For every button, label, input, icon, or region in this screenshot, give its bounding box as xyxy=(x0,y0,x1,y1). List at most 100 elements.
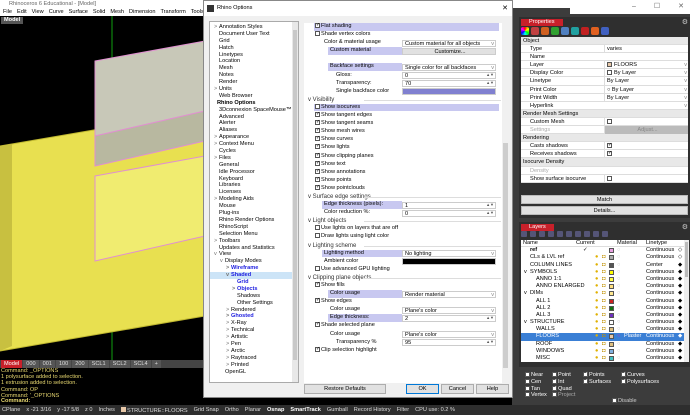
chevron-down-icon[interactable]: v xyxy=(524,290,527,297)
property-value[interactable]: ✓ xyxy=(604,142,688,151)
lock-icon[interactable]: ◘ xyxy=(602,355,606,361)
osnap-option[interactable]: ✓Quad xyxy=(552,385,572,392)
tree-item[interactable]: > Ghosted xyxy=(210,313,298,320)
material-icon[interactable]: ○ xyxy=(617,319,621,326)
menu-tools[interactable]: Tools xyxy=(190,9,204,15)
move-parent-icon[interactable] xyxy=(566,231,572,237)
tree-item[interactable]: v View xyxy=(210,251,298,258)
property-value[interactable] xyxy=(604,117,688,127)
delete-icon[interactable] xyxy=(539,231,545,237)
lightbulb-icon[interactable]: ● xyxy=(595,333,599,340)
layer-row[interactable]: v SYMBOLS ● ◘ ○ Continuous ◆ xyxy=(521,269,684,276)
tree-item[interactable]: > Context Menu xyxy=(210,141,298,148)
material-icon[interactable]: ○ xyxy=(617,268,621,275)
section-header[interactable]: v Surface edge settings xyxy=(304,193,509,201)
tree-item[interactable]: Notes xyxy=(210,72,298,79)
tree-item[interactable]: Web Browser xyxy=(210,93,298,100)
chevron-down-icon[interactable]: v xyxy=(524,319,527,326)
tree-item[interactable]: Linetypes xyxy=(210,52,298,59)
property-value[interactable]: Adjust... xyxy=(604,126,688,135)
tree-item[interactable]: Document User Text xyxy=(210,31,298,38)
print-color-icon[interactable]: ◆ xyxy=(678,333,683,340)
material-icon[interactable]: ○ xyxy=(617,311,621,318)
checkbox-checked[interactable]: ✓ xyxy=(315,127,321,134)
lock-icon[interactable]: ◘ xyxy=(602,347,606,354)
checkbox-unchecked[interactable] xyxy=(525,378,530,384)
material-icon[interactable]: ○ xyxy=(617,333,621,340)
checkbox-checked[interactable]: ✓ xyxy=(315,111,321,118)
menu-surface[interactable]: Surface xyxy=(68,9,88,15)
checkbox-checked[interactable]: ✓ xyxy=(315,151,321,158)
dropdown[interactable]: Single color for all backfaces v xyxy=(402,63,496,71)
new-layer-icon[interactable] xyxy=(521,231,527,237)
layer-row[interactable]: CLs & LVL ref ● ◘ ○ Continuous ◇ xyxy=(521,254,684,261)
osnap-option[interactable]: ✓Int xyxy=(552,377,564,385)
tree-item[interactable]: Idle Processor xyxy=(210,169,298,176)
checkbox-checked[interactable]: ✓ xyxy=(552,377,558,384)
match-button[interactable]: Match xyxy=(521,195,688,204)
lock-icon[interactable]: ◘ xyxy=(602,319,606,326)
settings-scrollbar[interactable] xyxy=(502,23,509,383)
print-color-icon[interactable]: ◆ xyxy=(678,261,683,268)
material-icon[interactable]: ○ xyxy=(617,297,621,304)
checkbox-checked[interactable]: ✓ xyxy=(315,183,321,190)
print-color-icon[interactable]: ◆ xyxy=(678,326,683,333)
layer-color-swatch[interactable] xyxy=(609,334,614,340)
number-input[interactable]: 0 ▲▼ xyxy=(402,209,496,217)
menu-view[interactable]: View xyxy=(31,9,44,15)
checkbox-checked[interactable]: ✓ xyxy=(621,377,627,384)
tree-item[interactable]: Keyboard xyxy=(210,176,298,183)
checkbox-checked[interactable]: ✓ xyxy=(315,135,321,142)
column-header[interactable]: Name xyxy=(523,240,538,246)
checkbox-option[interactable]: ✓Show curves xyxy=(314,136,499,144)
number-input[interactable]: 0 ▲▼ xyxy=(402,72,496,80)
status-item[interactable]: Grid Snap xyxy=(194,407,219,413)
cancel-button[interactable]: Cancel xyxy=(441,384,474,394)
material-icon[interactable]: ○ xyxy=(617,283,621,290)
lightbulb-icon[interactable]: ● xyxy=(595,275,599,282)
lock-icon[interactable]: ◘ xyxy=(602,297,606,304)
checkbox-checked[interactable]: ✓ xyxy=(315,281,321,288)
layer-color-swatch[interactable] xyxy=(609,312,614,318)
osnap-option[interactable]: Vertex xyxy=(525,392,547,398)
new-sublayer-icon[interactable] xyxy=(530,231,536,237)
tree-item[interactable]: Cycles xyxy=(210,148,298,155)
render-icon[interactable] xyxy=(591,27,599,35)
layer-color-swatch[interactable] xyxy=(609,348,614,354)
named-view-icon[interactable] xyxy=(581,27,589,35)
section-header[interactable]: v Visibility xyxy=(304,96,509,104)
column-header[interactable]: Linetype xyxy=(646,240,668,246)
tree-item[interactable]: > Modeling Aids xyxy=(210,196,298,203)
osnap-option[interactable]: Near xyxy=(525,372,543,378)
osnap-option[interactable]: Tan xyxy=(525,386,540,392)
tree-item[interactable]: General xyxy=(210,162,298,169)
status-item[interactable]: CPlane xyxy=(2,407,20,413)
attributes-icon[interactable] xyxy=(601,27,609,35)
layer-color-swatch[interactable] xyxy=(609,276,614,282)
status-item[interactable]: Inches xyxy=(99,407,115,413)
viewport-tab[interactable]: 001 xyxy=(39,360,55,368)
checkbox-option[interactable]: ✓Show lights xyxy=(314,144,499,152)
layer-color-swatch[interactable] xyxy=(609,305,614,311)
status-item[interactable]: Planar xyxy=(245,407,261,413)
print-color-icon[interactable]: ◆ xyxy=(678,275,683,282)
checkbox-option[interactable]: Draw lights using light color xyxy=(314,233,499,241)
lightbulb-icon[interactable]: ● xyxy=(595,347,599,354)
menu-edit[interactable]: Edit xyxy=(17,9,27,15)
menu-file[interactable]: File xyxy=(3,9,13,15)
layer-color-swatch[interactable] xyxy=(609,356,614,361)
checkbox-checked[interactable]: ✓ xyxy=(607,142,613,149)
lightbulb-icon[interactable]: ● xyxy=(595,340,599,347)
gear-icon[interactable]: ⚙ xyxy=(681,19,688,26)
tree-scrollbar[interactable] xyxy=(292,22,298,382)
copy-icon[interactable] xyxy=(584,231,590,237)
help-icon[interactable] xyxy=(602,231,608,237)
checkbox-checked[interactable]: ✓ xyxy=(607,150,613,157)
lightbulb-icon[interactable]: ● xyxy=(595,283,599,290)
tree-item[interactable]: > Rendered xyxy=(210,307,298,314)
viewport-tab[interactable]: 100 xyxy=(55,360,72,368)
checkbox-option[interactable]: ✓Show text xyxy=(314,160,499,169)
checkbox-unchecked[interactable] xyxy=(552,372,557,378)
lightbulb-icon[interactable]: ● xyxy=(595,319,599,326)
layer-row[interactable]: ANNO ENLARGED ● ◘ ○ Continuous ◆ xyxy=(521,283,684,290)
